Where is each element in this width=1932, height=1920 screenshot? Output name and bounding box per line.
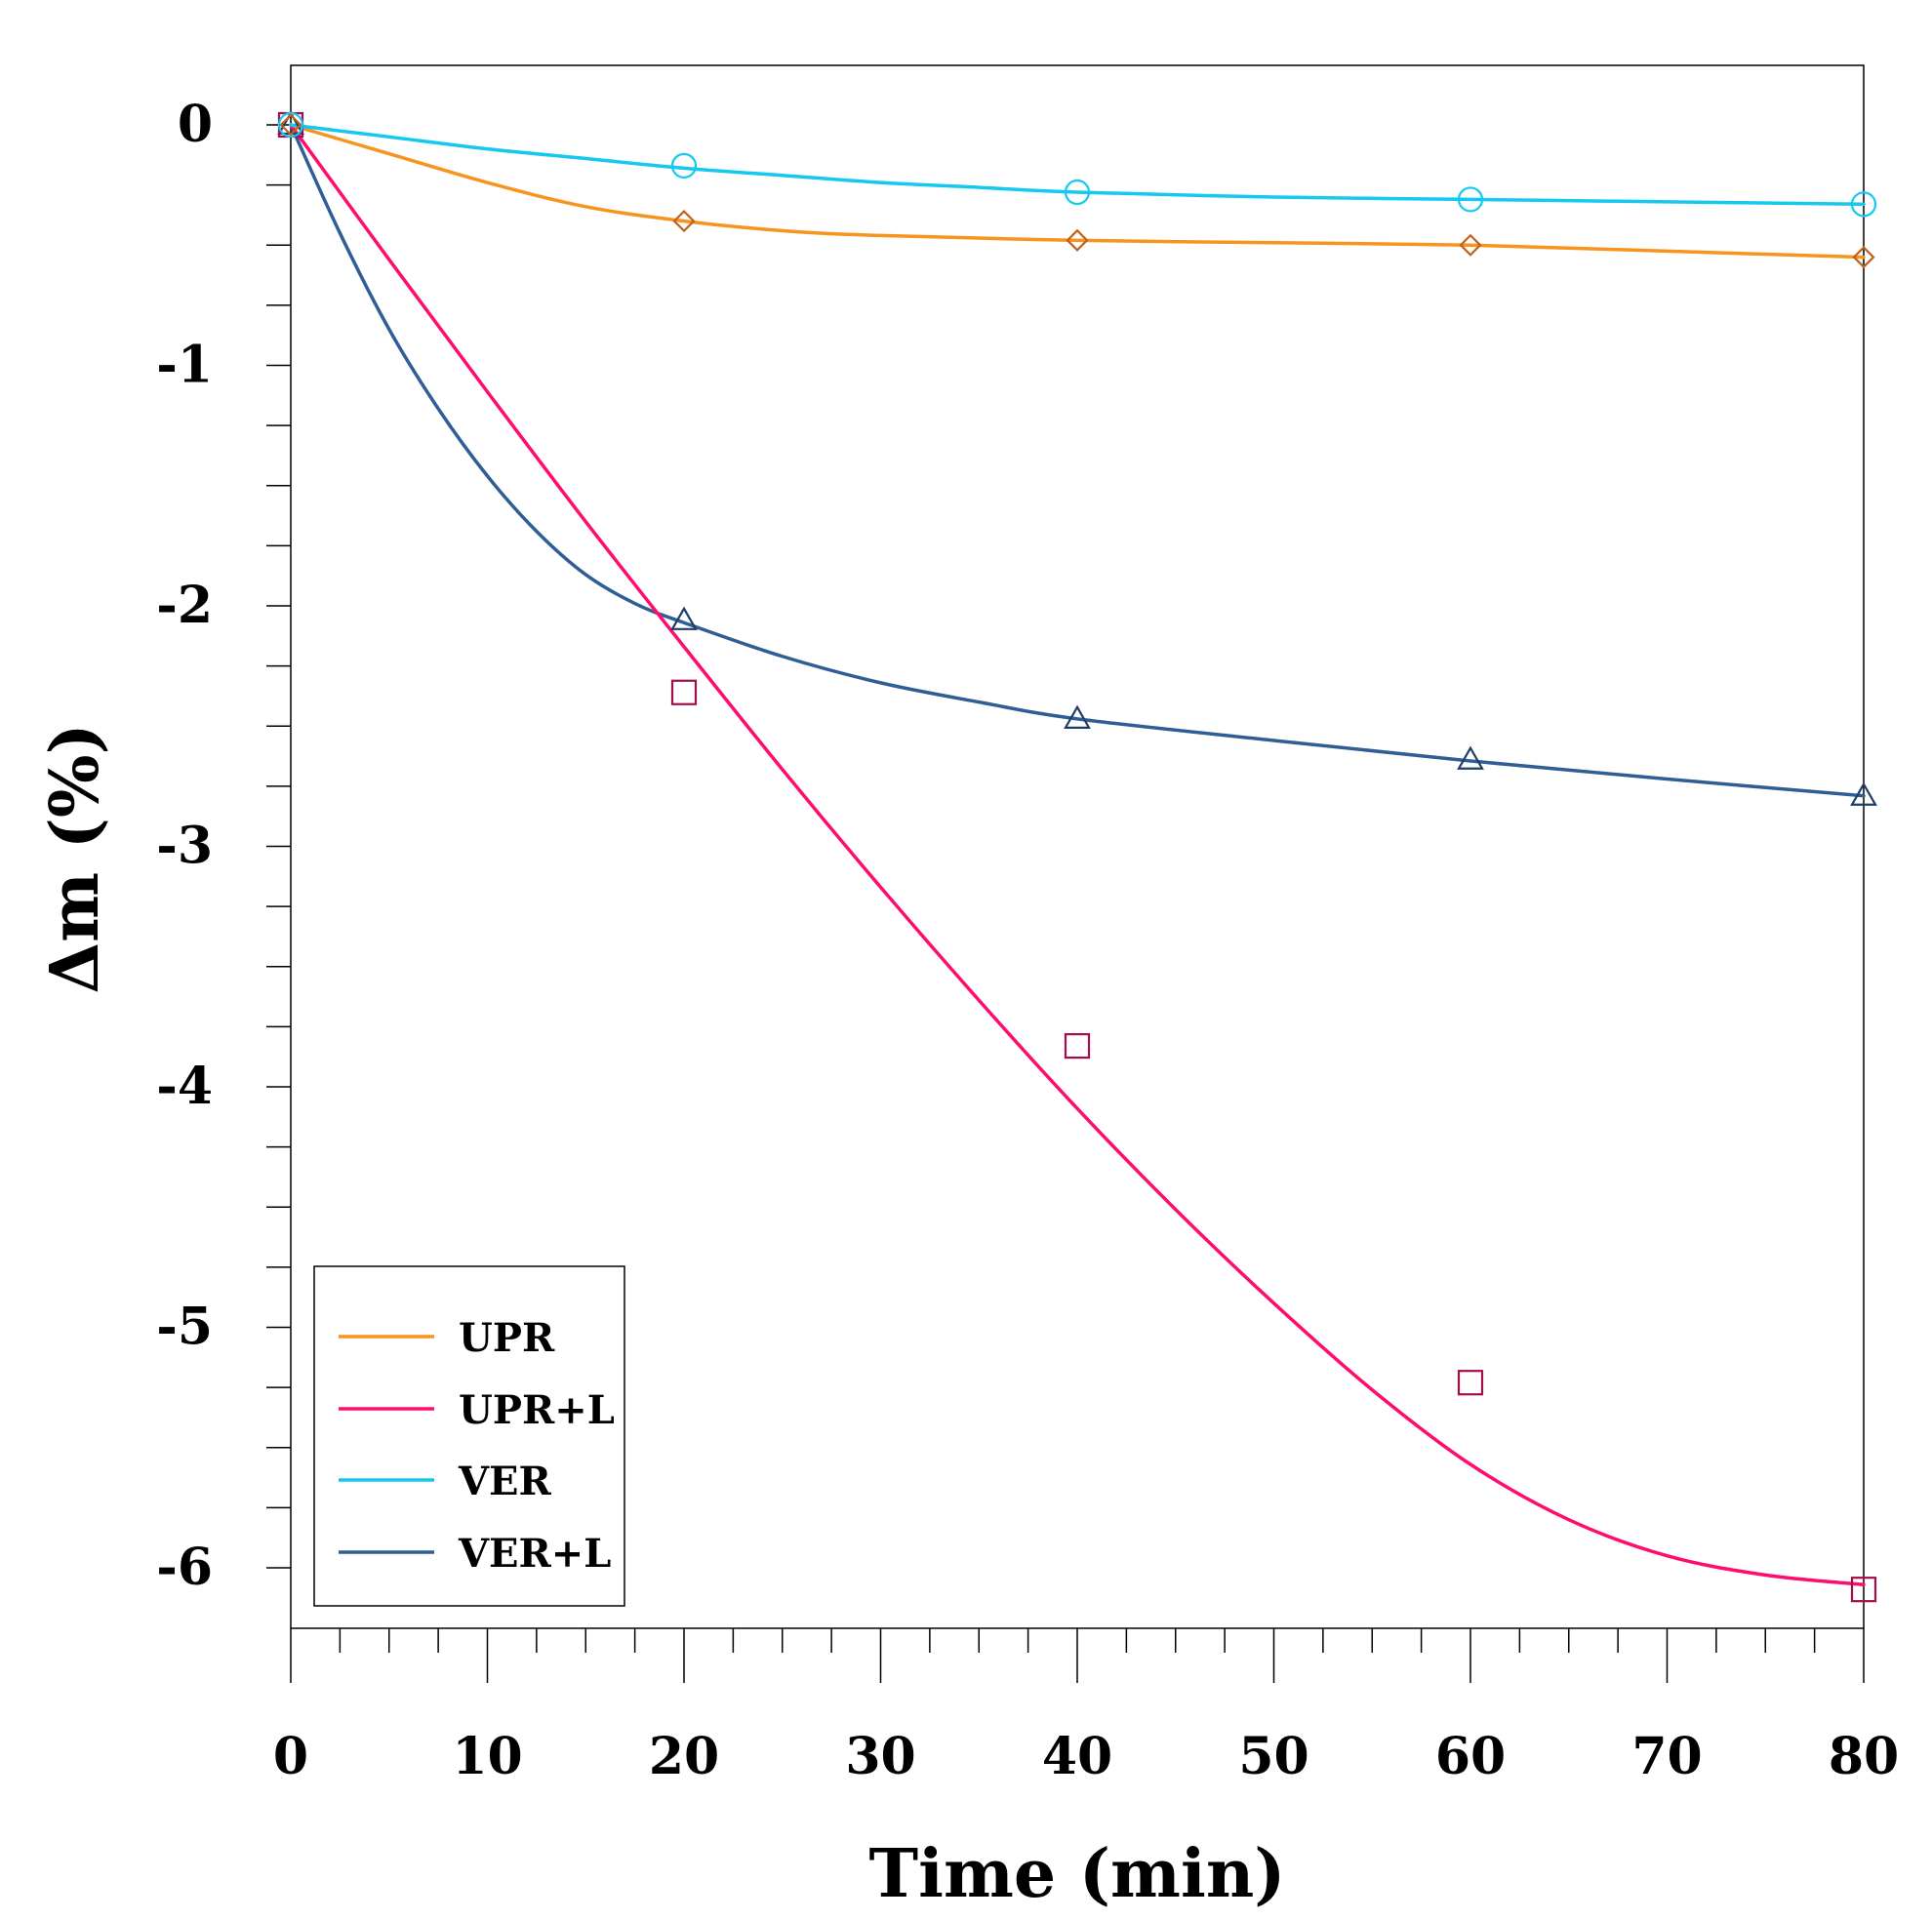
series-line-ver-l (289, 123, 1866, 798)
series-line-upr (289, 123, 1866, 260)
y-tick-label: -3 (156, 817, 213, 876)
series-line-upr-l (289, 123, 1866, 1587)
x-tick-label: 40 (1042, 1727, 1112, 1786)
x-tick-label: 60 (1435, 1727, 1506, 1786)
marker-ver-l (670, 606, 698, 630)
y-tick-label: -1 (156, 336, 213, 395)
marker-ver-l (1457, 745, 1484, 770)
x-tick-label: 20 (649, 1727, 719, 1786)
y-tick-label: -2 (156, 576, 213, 635)
y-tick-label: -5 (156, 1298, 213, 1357)
marker-upr (1852, 246, 1875, 269)
y-tick-label: -4 (156, 1057, 213, 1116)
marker-ver (1064, 179, 1091, 206)
marker-ver (670, 152, 698, 180)
marker-upr (1066, 228, 1089, 252)
x-axis: 0 10 20 30 40 50 60 70 80 (273, 1628, 1899, 1786)
y-axis: 0 -1 -2 -3 -4 -5 -6 (156, 95, 291, 1597)
marker-ver (1457, 186, 1484, 213)
marker-upr (672, 210, 696, 233)
x-tick-label: 50 (1238, 1727, 1308, 1786)
legend-label-ver-l: VER+L (458, 1531, 611, 1577)
legend-box (313, 1265, 625, 1607)
x-tick-label: 10 (452, 1727, 522, 1786)
marker-upr (1459, 233, 1482, 257)
y-tick-label: -6 (156, 1538, 213, 1597)
marker-ver-l (1850, 781, 1877, 806)
x-tick-label: 30 (845, 1727, 915, 1786)
legend-label-upr-l: UPR+L (459, 1387, 615, 1433)
y-axis-title: Δm (%) (36, 723, 114, 993)
series-line-ver (289, 123, 1866, 207)
x-tick-label: 70 (1631, 1727, 1702, 1786)
marker-ver (277, 111, 304, 139)
y-tick-label: 0 (178, 95, 213, 154)
x-tick-label: 80 (1829, 1727, 1899, 1786)
legend-label-ver: VER (458, 1459, 552, 1504)
marker-ver (1850, 191, 1877, 218)
series-markers (277, 110, 1877, 1603)
marker-upr-l (1850, 1577, 1877, 1603)
marker-upr-l (670, 679, 698, 705)
x-tick-label: 0 (273, 1727, 308, 1786)
legend-label-upr: UPR (459, 1315, 555, 1361)
marker-upr (279, 113, 302, 137)
marker-upr-l (1457, 1370, 1484, 1396)
marker-upr-l (1064, 1032, 1091, 1060)
marker-ver-l (1064, 704, 1091, 729)
x-axis-title: Time (min) (869, 1835, 1286, 1913)
legend: UPR UPR+L VER VER+L (313, 1265, 625, 1607)
